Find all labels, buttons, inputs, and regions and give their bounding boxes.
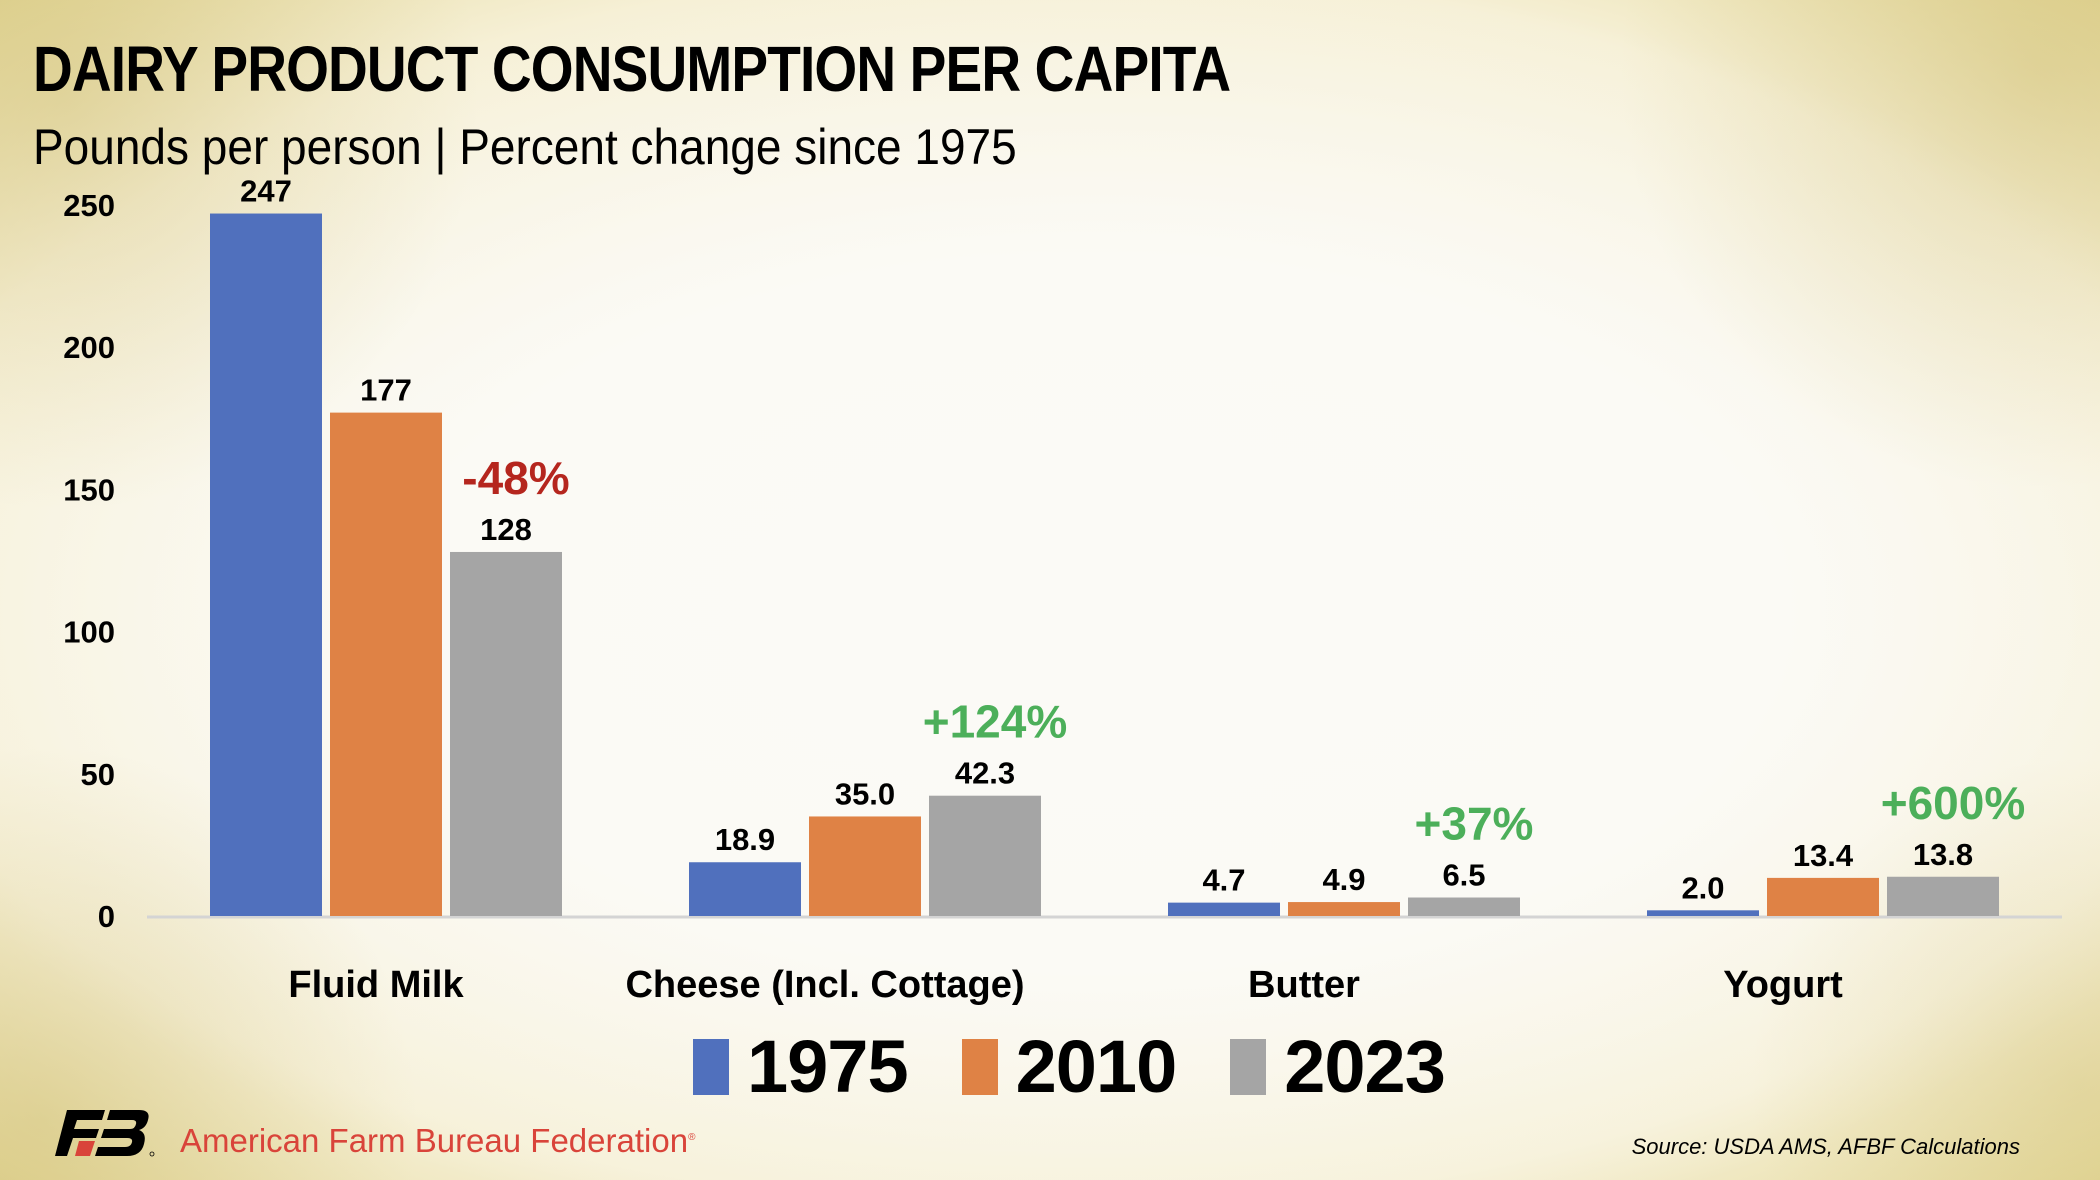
bar-2023 xyxy=(450,551,562,916)
bar-2010 xyxy=(1767,877,1879,916)
percent-change-labels: -48% +124% +37% +600% xyxy=(462,452,2025,850)
legend-swatch-2023 xyxy=(1230,1039,1267,1095)
legend-item-1975: 1975 xyxy=(693,1025,909,1108)
y-tick-label: 50 xyxy=(81,757,115,792)
value-label: 18.9 xyxy=(715,822,775,857)
legend-item-2023: 2023 xyxy=(1230,1025,1446,1108)
chart-title: DAIRY PRODUCT CONSUMPTION PER CAPITA xyxy=(33,33,1231,105)
category-label: Fluid Milk xyxy=(288,964,464,1006)
bars xyxy=(210,213,1999,917)
bar-1975 xyxy=(210,213,322,917)
bar-2010 xyxy=(330,412,442,916)
value-label: 4.7 xyxy=(1202,863,1245,898)
registered-mark: ® xyxy=(688,1132,696,1143)
afbf-logo-icon xyxy=(55,1110,155,1157)
value-label: 4.9 xyxy=(1322,862,1365,897)
value-labels: 247 177 128 18.9 35.0 42.3 4.7 4.9 6.5 2.0 13.4 13.… xyxy=(240,174,1973,906)
y-tick-label: 200 xyxy=(63,330,115,365)
value-label: 177 xyxy=(360,373,412,408)
y-tick-label: 0 xyxy=(98,899,115,934)
organization-name-text: American Farm Bureau Federation xyxy=(180,1122,689,1159)
category-label: Yogurt xyxy=(1723,964,1843,1006)
organization-name: American Farm Bureau Federation® xyxy=(180,1122,695,1160)
category-label: Cheese (Incl. Cottage) xyxy=(625,964,1024,1006)
value-label: 42.3 xyxy=(955,756,1015,791)
chart-subtitle: Pounds per person | Percent change since… xyxy=(33,119,1017,175)
value-label: 35.0 xyxy=(835,776,895,811)
legend-label-2010: 2010 xyxy=(1015,1025,1178,1108)
value-label: 13.4 xyxy=(1793,838,1854,873)
legend: 1975 2010 2023 xyxy=(693,1030,1499,1104)
category-label: Butter xyxy=(1248,964,1360,1006)
legend-swatch-1975 xyxy=(693,1039,729,1095)
value-label: 6.5 xyxy=(1442,858,1485,893)
y-tick-label: 150 xyxy=(63,472,115,507)
value-label: 128 xyxy=(480,512,532,547)
y-axis: 0 50 100 150 200 250 xyxy=(63,188,115,934)
legend-item-2010: 2010 xyxy=(961,1025,1178,1108)
value-label: 13.8 xyxy=(1913,837,1973,872)
bar-1975 xyxy=(689,862,801,916)
bar-2023 xyxy=(1887,876,1999,916)
bar-2023 xyxy=(929,795,1041,916)
legend-label-1975: 1975 xyxy=(747,1025,909,1108)
y-tick-label: 100 xyxy=(63,615,115,650)
y-tick-label: 250 xyxy=(63,188,115,223)
percent-change-label: -48% xyxy=(462,452,569,504)
percent-change-label: +600% xyxy=(1881,777,2026,829)
bar-1975 xyxy=(1647,910,1759,916)
percent-change-label: +37% xyxy=(1415,798,1534,850)
legend-label-2023: 2023 xyxy=(1284,1025,1446,1108)
category-labels: Fluid Milk Cheese (Incl. Cottage) Butter Yo… xyxy=(288,964,1843,1006)
value-label: 2.0 xyxy=(1681,870,1724,905)
value-label: 247 xyxy=(240,174,292,209)
percent-change-label: +124% xyxy=(923,696,1068,748)
bar-2010 xyxy=(809,816,921,916)
bar-2010 xyxy=(1288,902,1400,916)
bar-1975 xyxy=(1168,902,1280,916)
bar-2023 xyxy=(1408,897,1520,916)
legend-swatch-2010 xyxy=(961,1039,998,1095)
source-note: Source: USDA AMS, AFBF Calculations xyxy=(1631,1134,2020,1159)
